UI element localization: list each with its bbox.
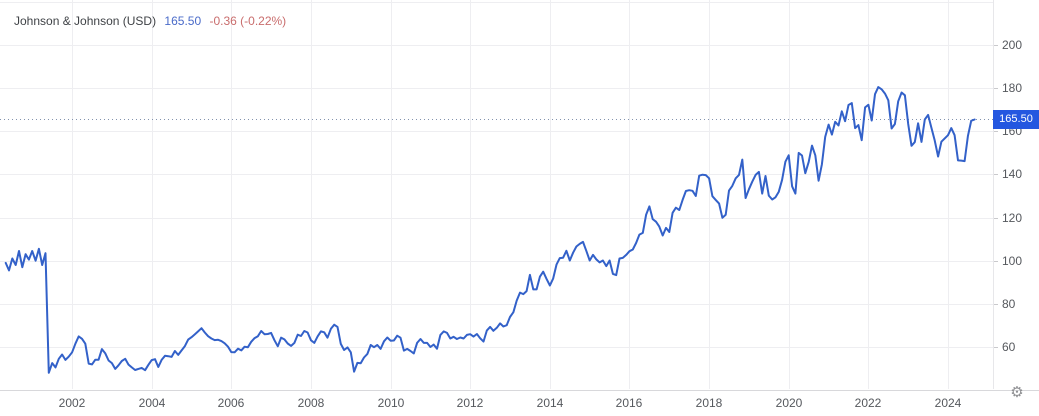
instrument-title: Johnson & Johnson (USD) [14, 14, 157, 28]
price-axis-tickmark [994, 131, 998, 132]
price-axis-tickmark [994, 347, 998, 348]
price-axis-label: 200 [1002, 38, 1023, 52]
price-axis-tickmark [994, 304, 998, 305]
price-axis: 200 180 160 140 120 100 80 60 [993, 0, 1039, 389]
chart-header: Johnson & Johnson (USD) 165.50 -0.36 (-0… [14, 14, 291, 28]
time-axis-label: 2004 [138, 396, 166, 410]
time-axis-label: 2008 [297, 396, 325, 410]
price-change-text: -0.36 (-0.22%) [209, 14, 287, 28]
time-axis: 2002 2004 2006 2008 2010 2012 2014 2016 2018 2020… [0, 390, 1039, 416]
price-axis-tickmark [994, 261, 998, 262]
price-axis-tickmark [994, 88, 998, 89]
time-axis-label: 2016 [615, 396, 643, 410]
price-axis-tickmark [994, 174, 998, 175]
price-axis-label: 80 [1002, 297, 1016, 311]
price-axis-label: 180 [1002, 81, 1023, 95]
price-axis-tickmark [994, 218, 998, 219]
current-price-badge: 165.50 [993, 110, 1039, 129]
time-axis-label: 2010 [377, 396, 405, 410]
time-axis-label: 2018 [695, 396, 723, 410]
last-price-text: 165.50 [164, 14, 202, 28]
price-line-chart [0, 0, 993, 389]
price-axis-label: 60 [1002, 340, 1016, 354]
plot-area[interactable]: Johnson & Johnson (USD) 165.50 -0.36 (-0… [0, 0, 993, 389]
time-axis-label: 2002 [58, 396, 86, 410]
time-axis-label: 2012 [456, 396, 484, 410]
time-axis-label: 2006 [217, 396, 245, 410]
price-axis-label: 140 [1002, 167, 1023, 181]
settings-gear-icon[interactable]: ⚙ [1010, 384, 1024, 401]
price-axis-tickmark [994, 45, 998, 46]
price-axis-label: 120 [1002, 211, 1023, 225]
time-axis-label: 2020 [775, 396, 803, 410]
price-axis-label: 100 [1002, 254, 1023, 268]
time-axis-label: 2022 [854, 396, 882, 410]
price-line-series [4, 86, 976, 374]
time-axis-label: 2014 [536, 396, 564, 410]
time-axis-label: 2024 [934, 396, 962, 410]
